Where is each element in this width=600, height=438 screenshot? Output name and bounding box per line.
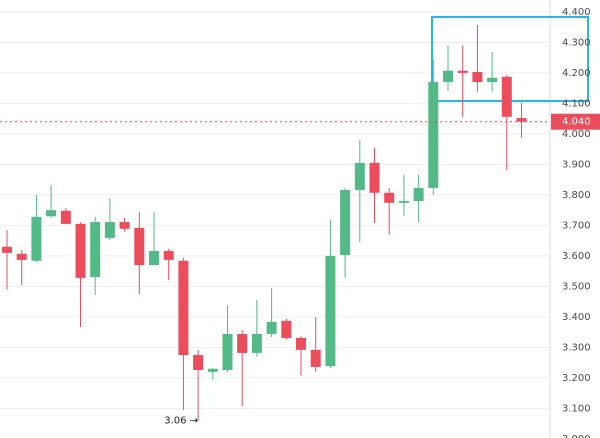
y-tick-label: 3.200 xyxy=(562,373,591,384)
y-tick-label: 4.300 xyxy=(562,37,591,48)
y-tick-label: 3.000 xyxy=(562,434,591,438)
candle-body xyxy=(251,333,262,353)
last-price-label: 4.040 xyxy=(562,117,591,128)
y-tick-label: 3.100 xyxy=(562,403,591,414)
candle-body xyxy=(60,210,71,224)
candle-body xyxy=(178,260,189,356)
candle-body xyxy=(90,222,101,277)
candle-body xyxy=(487,77,498,83)
y-tick-label: 3.700 xyxy=(562,220,591,231)
candle-body xyxy=(16,253,27,260)
candle-body xyxy=(340,190,351,255)
candle-body xyxy=(2,246,12,253)
y-tick-label: 3.500 xyxy=(562,281,591,292)
candle-body xyxy=(354,162,365,191)
candle-body xyxy=(104,222,115,238)
y-tick-label: 3.400 xyxy=(562,312,591,323)
last-price-tag xyxy=(551,113,600,130)
candle-body xyxy=(237,333,248,353)
candle-body xyxy=(413,187,424,202)
candle-body xyxy=(296,337,306,350)
y-tick-label: 4.200 xyxy=(562,68,591,79)
candle-body xyxy=(516,118,527,122)
y-tick-label: 4.100 xyxy=(562,98,591,109)
candle-body xyxy=(472,71,483,83)
candle-body xyxy=(443,70,453,83)
candle-body xyxy=(46,210,57,217)
annotation: 3.06 → xyxy=(164,416,198,427)
y-tick-label: 3.900 xyxy=(562,159,591,170)
y-tick-label: 4.400 xyxy=(562,7,591,18)
candle-body xyxy=(163,251,174,260)
candle-body xyxy=(384,192,395,203)
candle-body xyxy=(222,333,233,370)
candle-body xyxy=(369,162,380,193)
candle-body xyxy=(281,320,292,338)
candle-body xyxy=(75,223,86,278)
candle-body xyxy=(398,201,409,203)
y-tick-label: 4.000 xyxy=(562,129,591,140)
candle-body xyxy=(310,349,321,367)
candle-body xyxy=(428,82,439,188)
y-tick-label: 3.600 xyxy=(562,251,591,262)
candle-body xyxy=(193,355,204,370)
candle-body xyxy=(501,76,512,117)
y-tick-label: 3.300 xyxy=(562,342,591,353)
candle-body xyxy=(457,70,468,73)
candle-body xyxy=(207,368,218,372)
candle-body xyxy=(134,227,145,266)
y-tick-label: 3.800 xyxy=(562,190,591,201)
candle-body xyxy=(31,216,42,261)
candle-body xyxy=(119,222,130,229)
candle-body xyxy=(266,321,277,334)
candle-body xyxy=(149,251,159,266)
candle-body xyxy=(325,255,336,367)
